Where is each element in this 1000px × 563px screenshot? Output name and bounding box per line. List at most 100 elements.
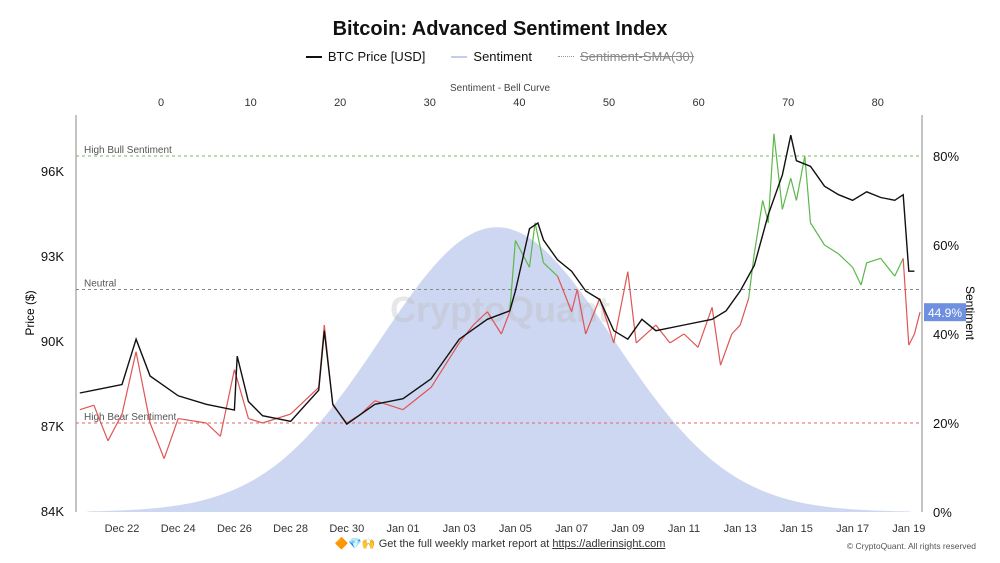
sentiment-segment	[571, 289, 578, 312]
legend-label: BTC Price [USD]	[327, 49, 426, 64]
x-axis-tick: Dec 26	[217, 523, 252, 535]
right-axis-tick: 60%	[933, 238, 959, 253]
left-axis-label: Price ($)	[23, 290, 37, 335]
sentiment-segment	[534, 222, 545, 263]
sentiment-segment	[697, 307, 713, 348]
report-link[interactable]: https://adlerinsight.com	[552, 538, 666, 550]
btc-price-line	[79, 135, 915, 426]
top-axis-tick: 50	[603, 97, 615, 109]
sentiment-segment	[486, 311, 502, 335]
sentiment-segment	[804, 155, 812, 223]
legend-swatch	[305, 55, 322, 58]
sentiment-segment	[773, 133, 783, 210]
current-sentiment-badge	[924, 303, 966, 322]
sentiment-segment	[669, 333, 685, 344]
sentiment-segment	[908, 333, 915, 346]
sentiment-segment	[748, 253, 755, 299]
current-sentiment-value: 44.9%	[928, 306, 962, 320]
top-axis-tick: 60	[692, 97, 704, 109]
legend-label: Sentiment	[473, 49, 532, 64]
right-axis-tick: 40%	[933, 327, 959, 342]
sentiment-segment	[866, 257, 881, 264]
x-axis-tick: Jan 05	[499, 523, 532, 535]
sentiment-segment	[205, 422, 221, 437]
legend: BTC Price [USD] Sentiment Sentiment-SMA(…	[0, 49, 1000, 64]
legend-label: Sentiment-SMA(30)	[579, 49, 695, 64]
x-axis-tick: Jan 07	[555, 523, 588, 535]
top-axis-tick: 10	[244, 97, 256, 109]
copyright: © CryptoQuant. All rights reserved	[846, 541, 976, 551]
top-axis-label: Sentiment - Bell Curve	[450, 83, 550, 94]
top-axis-tick: 0	[158, 97, 164, 109]
sentiment-segment	[500, 311, 511, 335]
left-axis-tick: 93K	[41, 249, 64, 264]
x-axis-tick: Jan 13	[724, 523, 757, 535]
x-axis-tick: Dec 28	[273, 523, 308, 535]
bell-curve-area	[86, 227, 912, 512]
top-axis-tick: 40	[513, 97, 525, 109]
watermark: CryptoQuant	[390, 289, 610, 330]
x-axis-tick: Jan 15	[780, 523, 813, 535]
sentiment-segment	[711, 307, 722, 366]
legend-item-btc-price[interactable]: BTC Price [USD]	[305, 49, 426, 64]
left-axis-tick: 87K	[41, 419, 64, 434]
sentiment-segment	[556, 275, 573, 312]
sentiment-segment	[894, 258, 904, 277]
sentiment-segment	[683, 333, 699, 348]
sentiment-segment	[509, 240, 516, 312]
legend-item-sentiment[interactable]: Sentiment	[451, 49, 532, 64]
sentiment-segment	[627, 271, 637, 343]
sentiment-segment	[613, 271, 629, 344]
x-axis-tick: Jan 03	[443, 523, 476, 535]
sentiment-segment	[444, 342, 460, 366]
legend-item-sentiment-sma[interactable]: Sentiment-SMA(30)	[557, 49, 695, 64]
footer-text: Get the full weekly market report at	[378, 538, 550, 550]
legend-swatch	[557, 56, 574, 57]
left-axis-tick: 90K	[41, 334, 64, 349]
sentiment-segment	[790, 178, 797, 201]
sentiment-segment	[430, 364, 446, 388]
top-axis-tick: 20	[334, 97, 346, 109]
sentiment-segment	[809, 222, 826, 246]
right-axis-tick: 80%	[933, 149, 959, 164]
x-axis-tick: Jan 11	[668, 523, 700, 535]
sentiment-segment	[753, 200, 764, 254]
x-axis-tick: Jan 01	[386, 523, 419, 535]
right-axis-tick: 0%	[933, 505, 952, 520]
sentiment-segment	[543, 262, 558, 277]
right-axis-label: Sentiment	[963, 286, 977, 341]
sentiment-segment	[781, 178, 792, 210]
sentiment-segment	[902, 258, 910, 346]
sentiment-segment	[472, 311, 488, 326]
x-axis-tick: Dec 30	[329, 523, 364, 535]
left-axis-tick: 96K	[41, 164, 64, 179]
sentiment-segment	[913, 312, 921, 335]
reference-line-label: High Bull Sentiment	[84, 145, 172, 156]
sentiment-segment	[528, 222, 536, 268]
sentiment-segment	[585, 298, 601, 335]
sentiment-segment	[121, 351, 137, 415]
sentiment-segment	[93, 404, 109, 442]
top-axis-tick: 80	[872, 97, 884, 109]
sentiment-segment	[655, 324, 671, 344]
footer: 🔶💎🙌 Get the full weekly market report at…	[0, 537, 1000, 550]
sentiment-segment	[290, 386, 320, 415]
x-axis-tick: Dec 22	[105, 523, 140, 535]
sentiment-segment	[107, 413, 123, 442]
sentiment-segment	[860, 262, 868, 286]
x-axis-tick: Jan 17	[836, 523, 869, 535]
top-axis-tick: 70	[782, 97, 794, 109]
reference-line-label: Neutral	[84, 279, 116, 290]
x-axis-tick: Jan 19	[892, 523, 925, 535]
sentiment-segment	[719, 333, 733, 366]
x-axis-tick: Jan 09	[611, 523, 644, 535]
sentiment-segment	[79, 404, 95, 411]
sentiment-segment	[219, 369, 235, 437]
sentiment-segment	[163, 418, 179, 459]
sentiment-segment	[178, 417, 207, 424]
sentiment-segment	[149, 422, 165, 459]
sentiment-segment	[852, 266, 862, 286]
sentiment-segment	[731, 324, 741, 335]
sentiment-segment	[514, 240, 530, 268]
